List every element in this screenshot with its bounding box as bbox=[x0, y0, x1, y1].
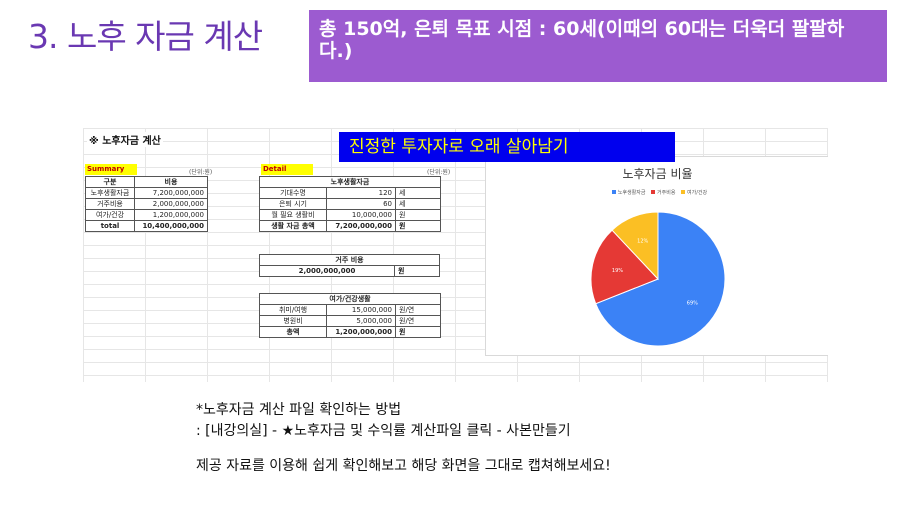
summary-row-label: 노후생활자금 bbox=[85, 187, 135, 199]
leisure-row-unit: 원/연 bbox=[395, 304, 441, 316]
housing-table: 거주 비용 2,000,000,000 원 bbox=[259, 254, 440, 277]
summary-row-value: 2,000,000,000 bbox=[134, 198, 208, 210]
table-row: 2,000,000,000 원 bbox=[259, 265, 440, 277]
living-title: 노후생활자금 bbox=[259, 176, 441, 188]
living-row-value: 10,000,000 bbox=[326, 209, 396, 221]
goal-banner: 총 150억, 은퇴 목표 시점 : 60세(이때의 60대는 더욱더 팔팔하다… bbox=[309, 10, 887, 82]
living-row-value: 60 bbox=[326, 198, 396, 210]
table-row: 총액 1,200,000,000 원 bbox=[259, 326, 441, 338]
summary-row-value: 1,200,000,000 bbox=[134, 209, 208, 221]
living-row-unit: 원 bbox=[395, 209, 441, 221]
legend-label: 여가/건강 bbox=[687, 190, 708, 196]
sheet-title: ※ 노후자금 계산 bbox=[87, 132, 163, 147]
pie-data-label-1: 19% bbox=[612, 268, 623, 274]
housing-unit: 원 bbox=[394, 265, 440, 277]
living-total-unit: 원 bbox=[395, 220, 441, 232]
slide-title: 3. 노후 자금 계산 bbox=[28, 17, 263, 56]
legend-swatch bbox=[681, 190, 686, 194]
table-row: 취미/여행 15,000,000 원/연 bbox=[259, 304, 441, 316]
leisure-total-unit: 원 bbox=[395, 326, 441, 338]
living-row-unit: 세 bbox=[395, 187, 441, 199]
summary-total-label: total bbox=[85, 220, 135, 232]
housing-title: 거주 비용 bbox=[259, 254, 440, 266]
table-row: 여가/건강 1,200,000,000 bbox=[85, 209, 208, 221]
housing-value: 2,000,000,000 bbox=[259, 265, 395, 277]
leisure-row-unit: 원/연 bbox=[395, 315, 441, 327]
living-total-value: 7,200,000,000 bbox=[326, 220, 396, 232]
summary-row-value: 7,200,000,000 bbox=[134, 187, 208, 199]
living-row-label: 은퇴 시기 bbox=[259, 198, 327, 210]
pie-chart: 69% 19% 12% bbox=[590, 211, 726, 347]
summary-table: 구분 비용 노후생활자금 7,200,000,000 거주비용 2,000,00… bbox=[85, 176, 208, 232]
pie-slice-0 bbox=[595, 211, 726, 347]
living-total-label: 생활 자금 총액 bbox=[259, 220, 327, 232]
instructions: *노후자금 계산 파일 확인하는 방법 : [내강의실] - ★노후자금 및 수… bbox=[196, 400, 611, 477]
summary-total-value: 10,400,000,000 bbox=[134, 220, 208, 232]
leisure-title: 여가/건강생활 bbox=[259, 293, 441, 305]
pie-slice-2 bbox=[611, 211, 659, 281]
chart-title: 노후자금 비율 bbox=[622, 167, 693, 181]
summary-header: Summary bbox=[85, 164, 137, 175]
legend-label: 거주비용 bbox=[657, 190, 676, 196]
pie-slice-1 bbox=[590, 229, 659, 305]
spreadsheet-screenshot: ※ 노후자금 계산 Summary (단위:원) 구분 비용 노후생활자금 7,… bbox=[83, 128, 828, 382]
legend-swatch bbox=[651, 190, 656, 194]
detail-unit: (단위:원) bbox=[427, 169, 451, 176]
table-row: total 10,400,000,000 bbox=[85, 220, 208, 232]
table-row: 은퇴 시기 60 세 bbox=[259, 198, 441, 210]
leisure-row-label: 취미/여행 bbox=[259, 304, 327, 316]
leisure-row-label: 병원비 bbox=[259, 315, 327, 327]
leisure-table: 여가/건강생활 취미/여행 15,000,000 원/연 병원비 5,000,0… bbox=[259, 293, 441, 338]
summary-col-label: 구분 bbox=[85, 176, 135, 188]
chart-legend: 노후생활자금 거주비용 여가/건강 bbox=[486, 189, 828, 196]
leisure-total-value: 1,200,000,000 bbox=[326, 326, 396, 338]
table-row: 거주비용 2,000,000,000 bbox=[85, 198, 208, 210]
living-row-label: 월 필요 생활비 bbox=[259, 209, 327, 221]
pie-data-label-2: 12% bbox=[637, 238, 648, 244]
table-row: 생활 자금 총액 7,200,000,000 원 bbox=[259, 220, 441, 232]
living-row-label: 기대수명 bbox=[259, 187, 327, 199]
table-row: 병원비 5,000,000 원/연 bbox=[259, 315, 441, 327]
living-row-unit: 세 bbox=[395, 198, 441, 210]
summary-row-label: 거주비용 bbox=[85, 198, 135, 210]
instruction-line: 제공 자료를 이용해 쉽게 확인해보고 해당 화면을 그대로 캡쳐해보세요! bbox=[196, 458, 611, 474]
summary-unit: (단위:원) bbox=[189, 169, 213, 176]
summary-row-label: 여가/건강 bbox=[85, 209, 135, 221]
detail-header: Detail bbox=[261, 164, 313, 175]
pie-data-label-0: 69% bbox=[687, 300, 698, 306]
table-row: 기대수명 120 세 bbox=[259, 187, 441, 199]
pie-chart-panel: 노후자금 비율 노후생활자금 거주비용 여가/건강 69% 19% 12% bbox=[485, 156, 828, 356]
living-table: 노후생활자금 기대수명 120 세 은퇴 시기 60 세 월 필요 생활비 10… bbox=[259, 176, 441, 232]
leisure-total-label: 총액 bbox=[259, 326, 327, 338]
summary-col-value: 비용 bbox=[134, 176, 208, 188]
instruction-line: : [내강의실] - ★노후자금 및 수익률 계산파일 클릭 - 사본만들기 bbox=[196, 423, 571, 439]
legend-label: 노후생활자금 bbox=[617, 190, 646, 196]
table-row: 월 필요 생활비 10,000,000 원 bbox=[259, 209, 441, 221]
instruction-line: *노후자금 계산 파일 확인하는 방법 bbox=[196, 402, 402, 418]
overlay-caption: 진정한 투자자로 오래 살아남기 bbox=[339, 132, 675, 162]
legend-swatch bbox=[611, 190, 616, 194]
leisure-row-value: 15,000,000 bbox=[326, 304, 396, 316]
table-row: 노후생활자금 7,200,000,000 bbox=[85, 187, 208, 199]
living-row-value: 120 bbox=[326, 187, 396, 199]
leisure-row-value: 5,000,000 bbox=[326, 315, 396, 327]
